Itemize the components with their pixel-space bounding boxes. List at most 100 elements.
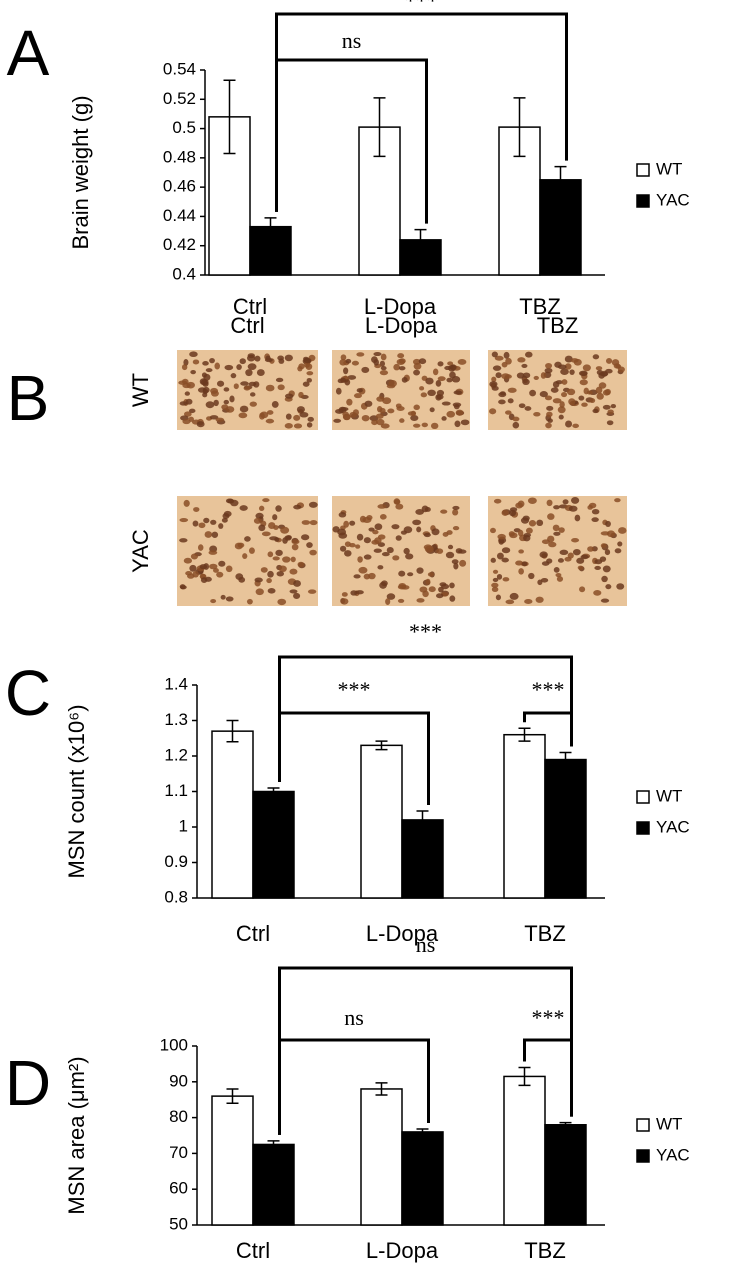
cell-nucleus (267, 588, 276, 594)
x-tick-label: L-Dopa (366, 921, 439, 946)
cell-nucleus (521, 363, 528, 368)
cell-nucleus (595, 386, 603, 394)
cell-nucleus (419, 586, 428, 593)
cell-nucleus (427, 572, 434, 577)
cell-nucleus (540, 577, 549, 583)
cell-nucleus (333, 418, 342, 423)
cell-nucleus (512, 421, 520, 429)
cell-nucleus (190, 553, 198, 560)
cell-nucleus (536, 519, 544, 527)
bar (252, 790, 295, 899)
cell-nucleus (265, 418, 275, 424)
cell-nucleus (267, 570, 274, 578)
cell-nucleus (239, 405, 249, 413)
error-bar (416, 810, 429, 830)
cell-nucleus (377, 565, 384, 570)
cell-nucleus (546, 499, 553, 507)
cell-nucleus (223, 387, 230, 392)
error-bar (414, 228, 427, 251)
cell-nucleus (213, 568, 219, 573)
cell-nucleus (501, 547, 511, 554)
cell-nucleus (184, 391, 190, 396)
y-tick-label: 0.4 (172, 264, 196, 283)
cell-nucleus (544, 395, 553, 401)
cell-nucleus (416, 598, 425, 603)
cell-nucleus (190, 370, 196, 375)
cell-nucleus (524, 599, 533, 604)
error-bar (559, 751, 572, 768)
cell-nucleus (557, 558, 564, 563)
cell-nucleus (377, 504, 387, 509)
cell-nucleus (386, 546, 394, 554)
cell-nucleus (247, 354, 256, 362)
cell-nucleus (580, 554, 589, 560)
cell-nucleus (525, 351, 533, 358)
cell-nucleus (413, 423, 421, 428)
cell-nucleus (454, 420, 461, 428)
cell-nucleus (600, 598, 610, 603)
cell-nucleus (556, 576, 564, 582)
cell-nucleus (205, 368, 213, 373)
cell-nucleus (496, 573, 503, 580)
cell-nucleus (548, 541, 557, 548)
cell-nucleus (193, 507, 200, 512)
cell-nucleus (558, 414, 564, 420)
legend-swatch (636, 821, 650, 835)
cell-nucleus (606, 420, 614, 426)
cell-nucleus (429, 407, 435, 413)
panel-letter: A (7, 17, 50, 89)
cell-nucleus (577, 565, 584, 570)
cell-nucleus (594, 559, 603, 565)
cell-nucleus (412, 519, 422, 526)
cell-nucleus (218, 523, 224, 529)
cell-nucleus (518, 549, 524, 554)
y-tick-label: 0.48 (163, 147, 196, 166)
significance-bracket (278, 711, 430, 806)
cell-nucleus (494, 355, 504, 361)
cell-nucleus (306, 542, 313, 548)
cell-nucleus (427, 389, 436, 397)
cell-nucleus (502, 577, 510, 582)
x-tick-label: Ctrl (236, 921, 270, 946)
cell-nucleus (559, 549, 569, 556)
cell-nucleus (199, 564, 208, 570)
cell-nucleus (437, 361, 444, 367)
cell-nucleus (452, 402, 462, 407)
significance-label: *** (532, 1005, 565, 1030)
cell-nucleus (218, 560, 226, 567)
cell-nucleus (259, 411, 269, 419)
cell-nucleus (489, 381, 498, 388)
cell-nucleus (391, 524, 400, 530)
cell-nucleus (211, 531, 219, 538)
cell-nucleus (490, 557, 496, 563)
cell-nucleus (396, 406, 405, 411)
cell-nucleus (591, 509, 600, 515)
y-tick-label: 1.4 (164, 674, 188, 693)
cell-nucleus (368, 572, 376, 580)
cell-nucleus (380, 423, 390, 429)
cell-nucleus (379, 581, 387, 589)
cell-nucleus (449, 582, 455, 589)
cell-nucleus (223, 399, 229, 405)
cell-nucleus (562, 499, 569, 505)
cell-nucleus (227, 498, 235, 504)
cell-nucleus (242, 553, 248, 559)
cell-nucleus (425, 578, 431, 585)
cell-nucleus (564, 556, 572, 562)
column-label: Ctrl (230, 313, 264, 338)
x-tick-label: TBZ (524, 1238, 566, 1263)
error-bar (226, 719, 239, 743)
cell-nucleus (594, 565, 601, 571)
cell-nucleus (379, 360, 386, 367)
cell-nucleus (249, 392, 256, 397)
x-tick-label: L-Dopa (366, 1238, 439, 1263)
cell-nucleus (351, 360, 359, 366)
cell-nucleus (496, 552, 504, 560)
cell-nucleus (403, 526, 413, 534)
cell-nucleus (493, 498, 502, 504)
cell-nucleus (267, 551, 274, 558)
cell-nucleus (605, 368, 613, 374)
cell-nucleus (297, 561, 305, 568)
x-tick-label: Ctrl (233, 294, 267, 319)
cell-nucleus (605, 584, 612, 590)
